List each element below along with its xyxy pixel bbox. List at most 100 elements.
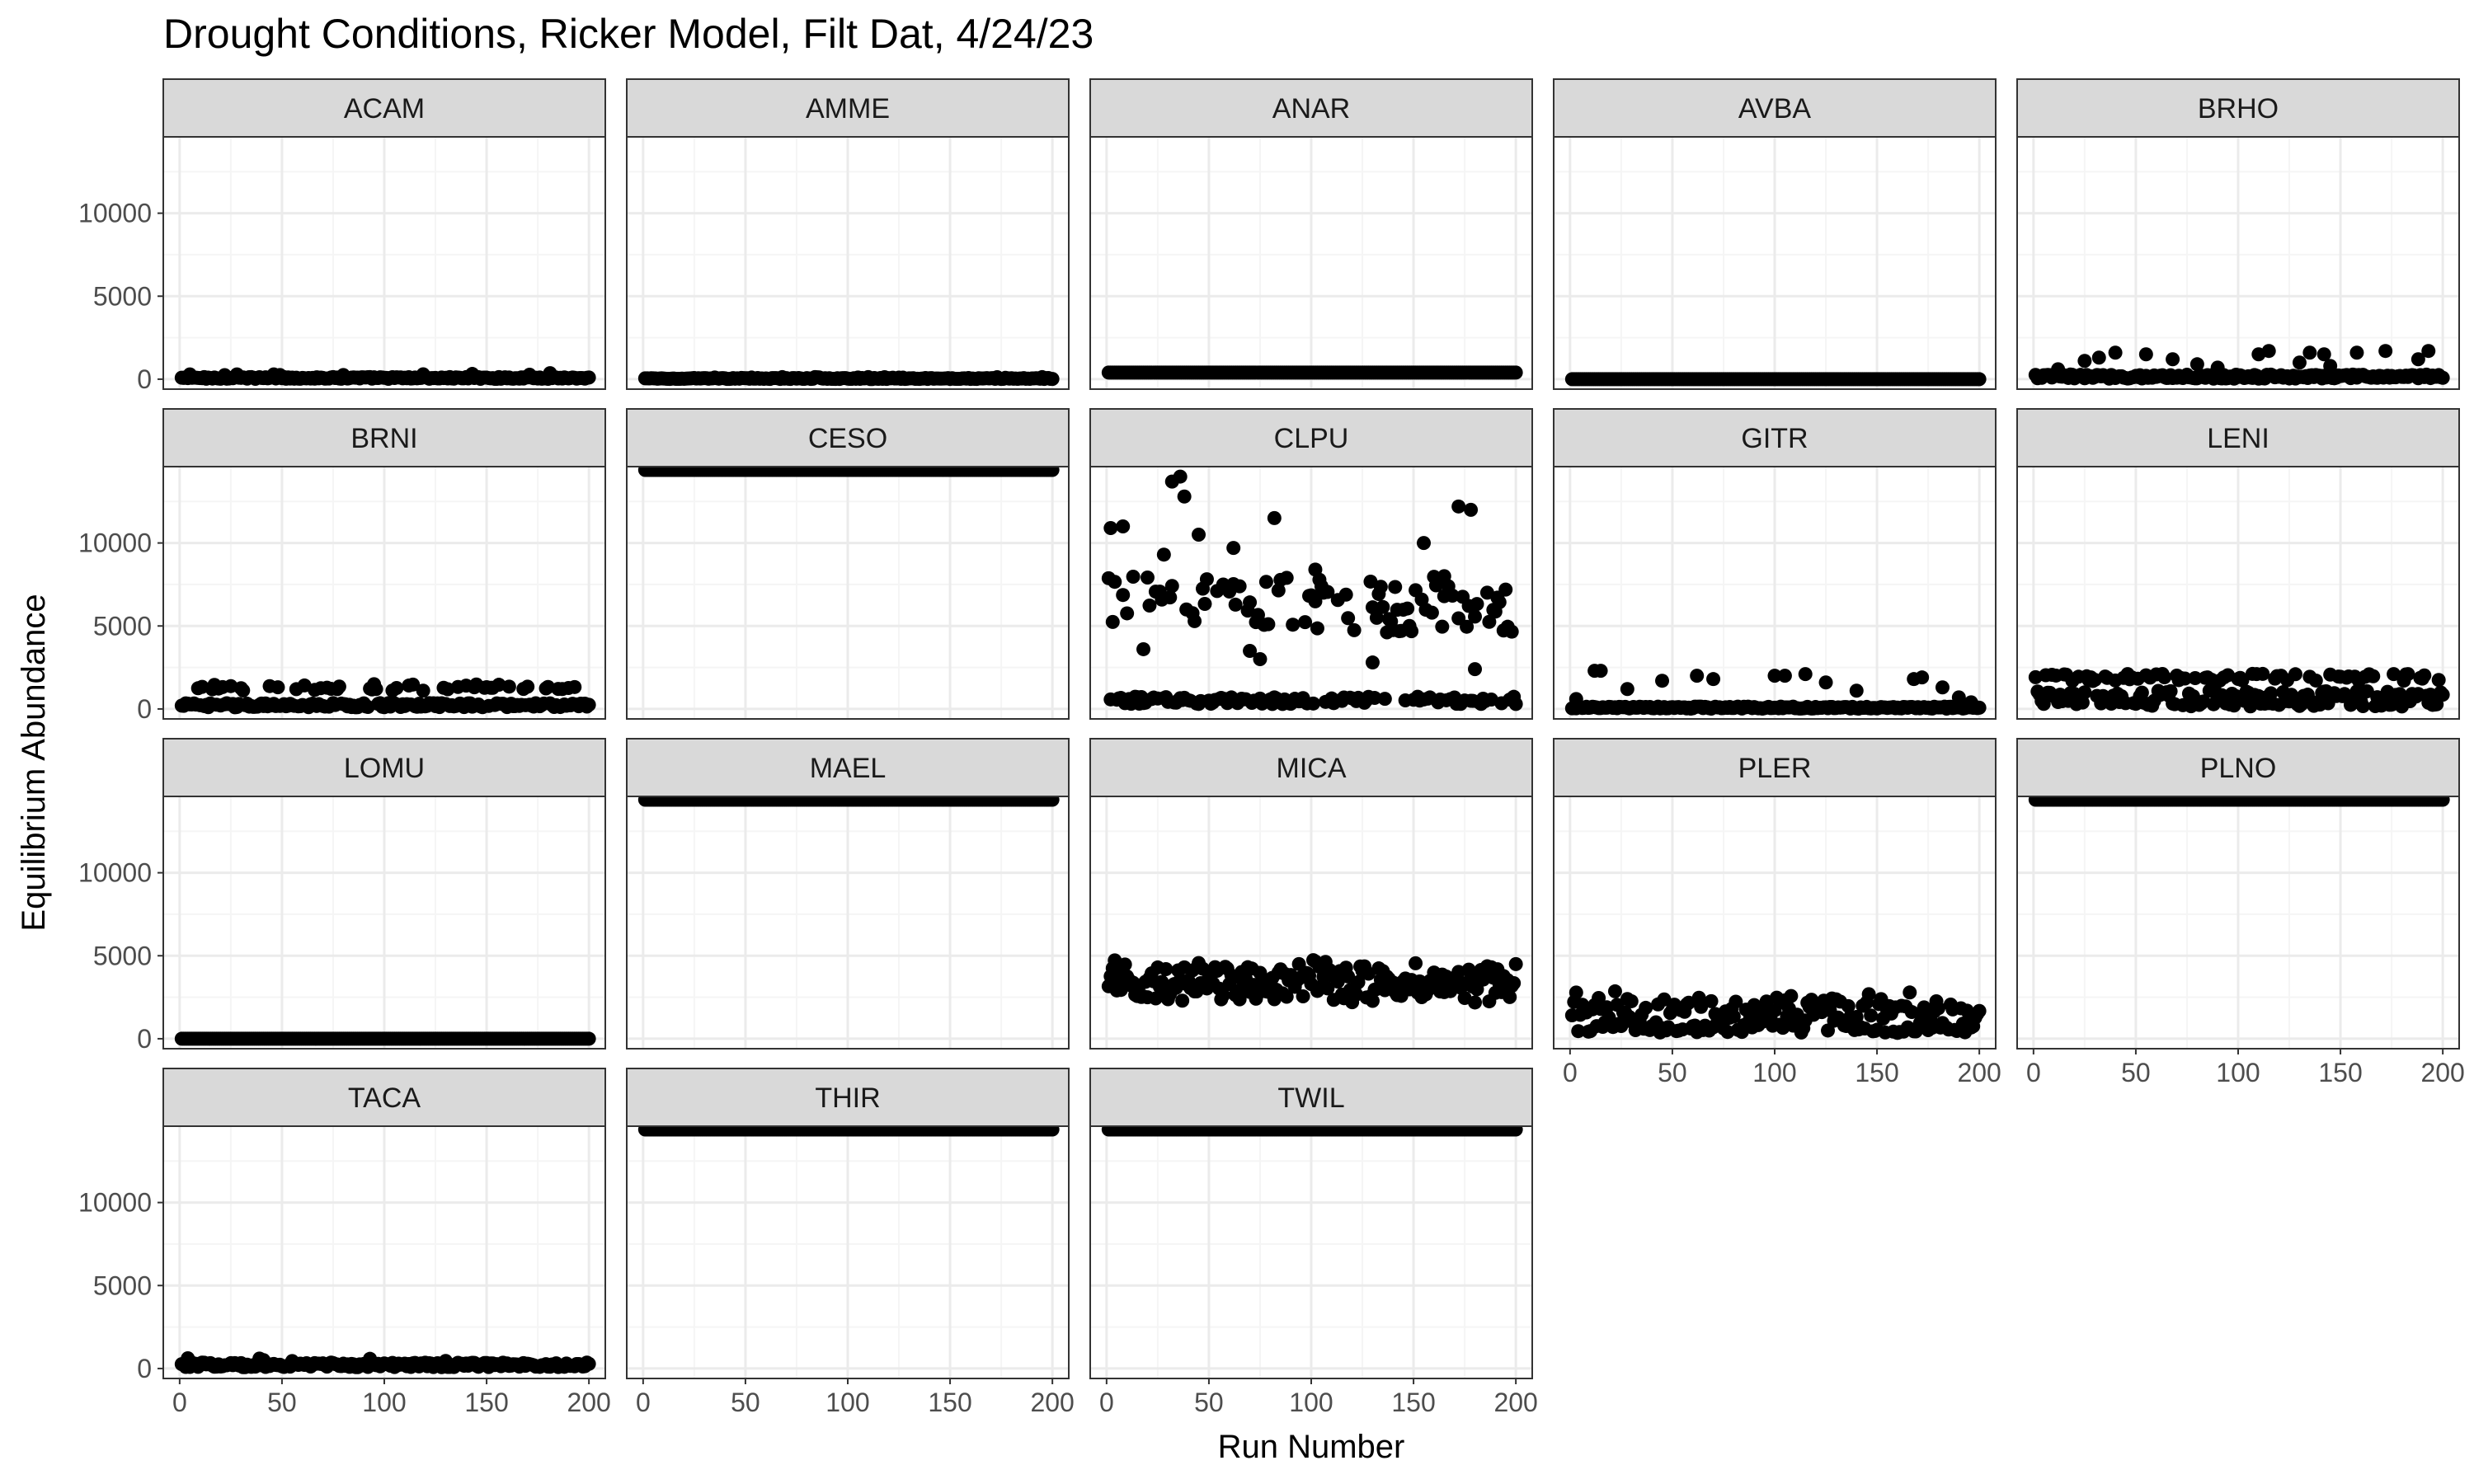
data-point bbox=[1508, 365, 1523, 380]
data-point bbox=[1338, 587, 1353, 602]
data-point bbox=[1592, 990, 1606, 1005]
y-tick-label: 5000 bbox=[93, 281, 152, 311]
grid-mica bbox=[1090, 796, 1532, 1049]
facet-mica: MICA bbox=[1089, 738, 1533, 1050]
data-point bbox=[406, 677, 421, 692]
strip-label-pler: PLER bbox=[1738, 753, 1812, 784]
data-point bbox=[567, 679, 582, 694]
points-plno bbox=[2028, 796, 2450, 807]
data-point bbox=[2261, 344, 2276, 359]
data-point bbox=[1607, 984, 1622, 998]
data-point bbox=[1445, 588, 1460, 603]
data-point bbox=[1164, 579, 1179, 594]
data-point bbox=[1804, 993, 1819, 1007]
data-point bbox=[501, 679, 516, 694]
data-point bbox=[1199, 572, 1214, 587]
data-point bbox=[1409, 956, 1423, 970]
y-tick-label: 10000 bbox=[78, 528, 152, 558]
strip-label-brho: BRHO bbox=[2198, 93, 2279, 124]
data-point bbox=[1593, 664, 1608, 679]
x-tick-label: 150 bbox=[928, 1388, 971, 1417]
data-point bbox=[2323, 359, 2338, 373]
strip-label-clpu: CLPU bbox=[1274, 423, 1349, 454]
strip-anar bbox=[1089, 78, 1533, 138]
y-tick-label: 0 bbox=[137, 1354, 152, 1383]
data-point bbox=[2235, 673, 2250, 688]
points-avba bbox=[1564, 372, 1987, 387]
data-point bbox=[1253, 652, 1268, 667]
strip-label-twil: TWIL bbox=[1277, 1082, 1344, 1114]
x-axis-title: Run Number bbox=[1218, 1429, 1405, 1465]
facet-pler: PLER 0 50 100 150 200 bbox=[1553, 738, 2001, 1087]
data-point bbox=[1271, 583, 1286, 598]
data-point bbox=[1045, 467, 1060, 477]
data-point bbox=[1690, 669, 1705, 683]
data-point bbox=[1468, 662, 1483, 677]
strip-twil bbox=[1089, 1068, 1533, 1127]
strip-label-anar: ANAR bbox=[1272, 93, 1350, 124]
data-point bbox=[1320, 585, 1335, 599]
data-point bbox=[1468, 995, 1483, 1010]
data-point bbox=[2349, 345, 2364, 360]
strip-label-thir: THIR bbox=[815, 1082, 880, 1114]
strip-acam bbox=[162, 78, 606, 138]
data-point bbox=[1377, 692, 1392, 707]
data-point bbox=[369, 682, 383, 697]
data-point bbox=[581, 697, 596, 712]
x-tick-label: 0 bbox=[636, 1388, 651, 1417]
data-point bbox=[2435, 796, 2450, 807]
strip-plno bbox=[2016, 738, 2460, 797]
x-tick-label: 200 bbox=[1030, 1388, 1074, 1417]
facet-thir: THIR 0 50 100 150 200 bbox=[626, 1068, 1075, 1417]
y-tick-label: 10000 bbox=[78, 858, 152, 888]
y-axis-title: Equilibrium Abundance bbox=[16, 594, 52, 931]
data-point bbox=[1482, 614, 1497, 629]
data-point bbox=[1864, 1008, 1879, 1023]
data-point bbox=[1305, 696, 1320, 711]
strip-label-avba: AVBA bbox=[1738, 93, 1812, 124]
data-point bbox=[1286, 618, 1300, 632]
grid-thir bbox=[627, 1126, 1069, 1378]
data-point bbox=[1818, 675, 1833, 690]
data-point bbox=[2051, 362, 2066, 377]
strip-label-lomu: LOMU bbox=[344, 753, 425, 784]
panel-border-mica bbox=[1089, 796, 1533, 1050]
x-tick-label: 100 bbox=[2216, 1058, 2260, 1087]
data-point bbox=[1261, 617, 1276, 632]
data-point bbox=[1045, 796, 1060, 807]
data-point bbox=[1279, 989, 1294, 1004]
data-point bbox=[1468, 609, 1483, 624]
data-point bbox=[1175, 993, 1190, 1008]
data-point bbox=[1232, 579, 1247, 594]
strip-mica bbox=[1089, 738, 1533, 797]
strip-clpu bbox=[1089, 408, 1533, 467]
data-point bbox=[1972, 1003, 1987, 1018]
facet-anar: ANAR bbox=[1089, 78, 1533, 390]
strip-label-brni: BRNI bbox=[350, 423, 417, 454]
data-point bbox=[2188, 671, 2203, 686]
data-point bbox=[2292, 355, 2307, 370]
facet-brho: BRHO bbox=[2016, 78, 2460, 390]
strip-label-plno: PLNO bbox=[2200, 753, 2277, 784]
data-point bbox=[1388, 580, 1403, 594]
data-point bbox=[2411, 352, 2425, 367]
data-point bbox=[1400, 601, 1415, 616]
data-point bbox=[2308, 673, 2323, 688]
data-point bbox=[332, 679, 346, 694]
data-point bbox=[1508, 1126, 1523, 1137]
data-point bbox=[1435, 619, 1450, 634]
data-point bbox=[1569, 692, 1583, 707]
data-point bbox=[1341, 969, 1356, 984]
data-point bbox=[1935, 680, 1950, 695]
data-point bbox=[1142, 598, 1157, 613]
panel-border-mael bbox=[626, 796, 1070, 1050]
facet-avba: AVBA bbox=[1553, 78, 1997, 390]
data-point bbox=[1136, 641, 1151, 656]
panel-border-brni bbox=[162, 466, 606, 720]
data-point bbox=[1140, 570, 1155, 585]
data-point bbox=[1508, 697, 1523, 711]
data-point bbox=[2302, 345, 2317, 360]
data-point bbox=[1310, 621, 1324, 636]
y-tick-label: 5000 bbox=[93, 1270, 152, 1300]
